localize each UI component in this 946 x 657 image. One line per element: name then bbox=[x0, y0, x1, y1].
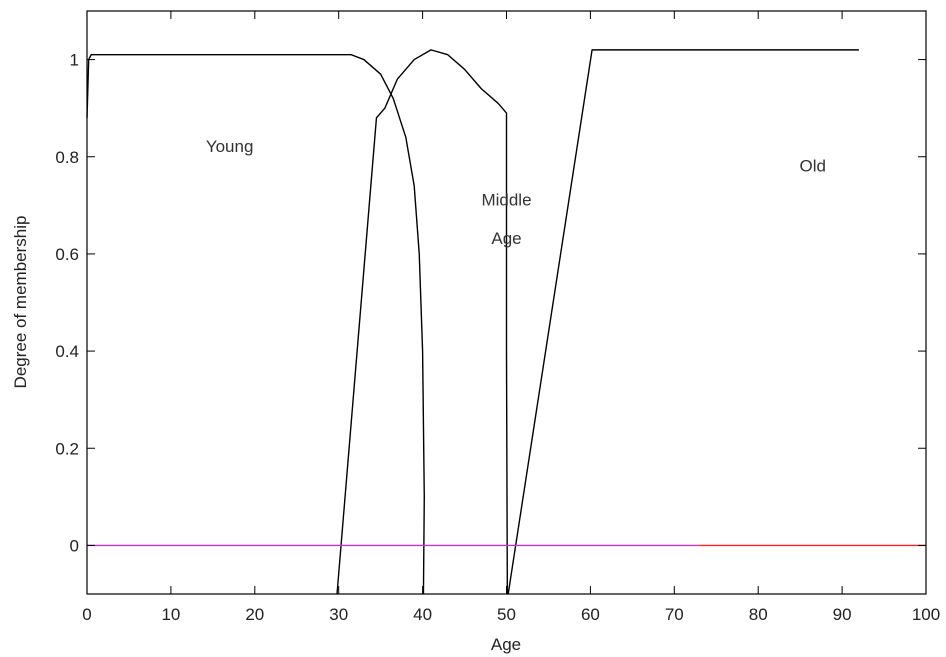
x-tick-label: 80 bbox=[749, 605, 768, 624]
y-tick-label: 0.4 bbox=[55, 342, 79, 361]
y-axis: 0 0.2 0.4 0.6 0.8 1 bbox=[55, 51, 926, 555]
series-layer bbox=[86, 49, 926, 595]
series-young bbox=[86, 54, 425, 595]
annotation-2: Age bbox=[491, 229, 521, 248]
x-tick-label: 0 bbox=[82, 605, 91, 624]
annotation-1: Middle bbox=[481, 190, 531, 209]
x-axis: 0 10 20 30 40 50 60 70 80 90 100 bbox=[82, 11, 940, 624]
x-axis-label: Age bbox=[491, 635, 521, 654]
x-tick-label: 70 bbox=[665, 605, 684, 624]
y-tick-label: 0.8 bbox=[55, 148, 79, 167]
y-tick-label: 0 bbox=[70, 536, 79, 555]
x-tick-label: 90 bbox=[833, 605, 852, 624]
series-middle-age bbox=[336, 49, 509, 595]
x-tick-label: 100 bbox=[912, 605, 940, 624]
y-axis-label: Degree of membership bbox=[11, 216, 30, 389]
y-tick-label: 0.2 bbox=[55, 439, 79, 458]
x-tick-label: 60 bbox=[581, 605, 600, 624]
y-tick-label: 1 bbox=[70, 51, 79, 70]
annotation-3: Old bbox=[800, 156, 826, 175]
x-tick-label: 20 bbox=[245, 605, 264, 624]
x-tick-label: 50 bbox=[497, 605, 516, 624]
series-old bbox=[507, 49, 859, 595]
x-tick-label: 40 bbox=[413, 605, 432, 624]
annotations: Young Middle Age Old bbox=[206, 137, 826, 248]
y-tick-label: 0.6 bbox=[55, 245, 79, 264]
x-tick-label: 30 bbox=[329, 605, 348, 624]
annotation-0: Young bbox=[206, 137, 254, 156]
x-tick-label: 10 bbox=[161, 605, 180, 624]
